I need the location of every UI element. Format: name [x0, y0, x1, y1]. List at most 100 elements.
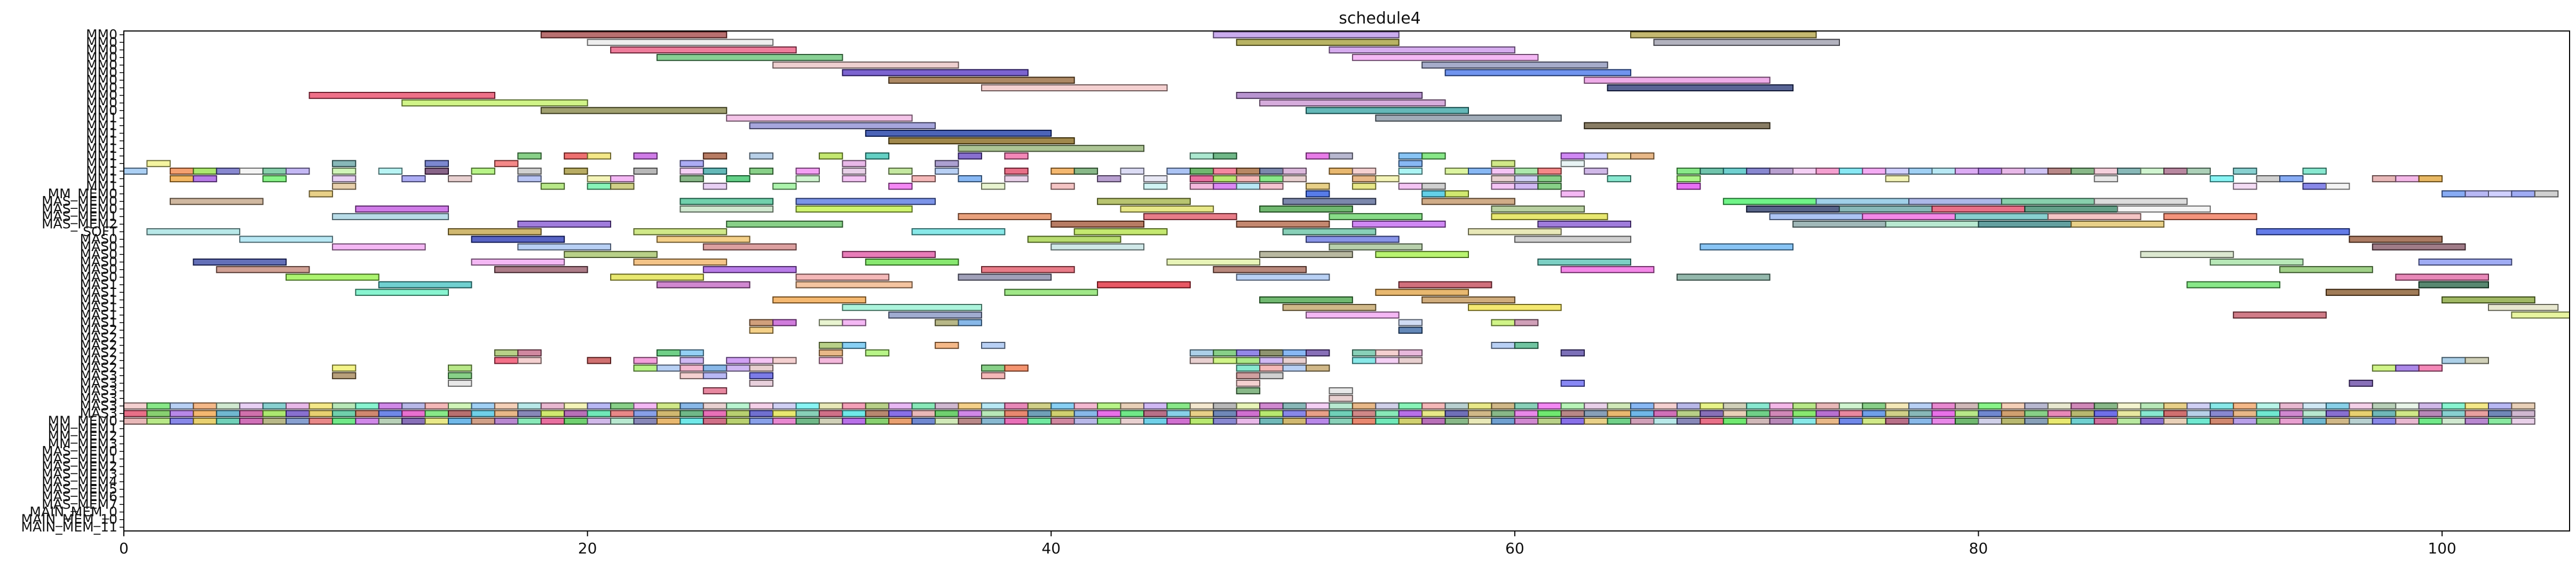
task-bar [1329, 213, 1423, 221]
task-bar [1306, 410, 1330, 417]
task-bar [2071, 410, 2095, 417]
task-bar [865, 349, 890, 357]
task-bar [1143, 402, 1168, 410]
task-bar [2093, 417, 2119, 425]
task-bar [471, 167, 495, 175]
task-bar [1560, 190, 1585, 198]
task-bar [1491, 342, 1515, 349]
task-bar [749, 410, 773, 417]
task-bar [424, 160, 449, 167]
task-bar [2233, 311, 2327, 319]
task-bar [865, 129, 1052, 137]
task-bar [1027, 410, 1052, 417]
task-bar [2372, 175, 2397, 183]
row-label: MM0 [86, 95, 117, 111]
row-label: MM1 [86, 148, 117, 163]
task-bar [1491, 175, 1515, 183]
task-bar [1352, 410, 1377, 417]
task-bar [1792, 221, 1886, 228]
task-bar [216, 417, 241, 425]
task-bar [1213, 402, 1237, 410]
row-label: MM1 [86, 110, 117, 126]
task-bar [1537, 221, 1632, 228]
task-bar [1282, 198, 1377, 205]
task-bar [401, 175, 426, 183]
task-bar [1746, 205, 1840, 213]
task-bar [1352, 167, 1377, 175]
task-bar [1421, 61, 1608, 69]
task-bar [1491, 205, 1585, 213]
task-bar [888, 410, 913, 417]
task-bar [1282, 357, 1307, 364]
task-bar [1375, 114, 1562, 122]
task-bar [842, 175, 866, 183]
task-bar [494, 160, 519, 167]
task-bar [146, 402, 171, 410]
task-bar [772, 410, 797, 417]
task-bar [331, 402, 357, 410]
task-bar [702, 152, 728, 160]
task-bar [633, 357, 658, 364]
task-bar [1908, 167, 1933, 175]
task-bar [1050, 167, 1075, 175]
task-bar [1560, 417, 1585, 425]
task-bar [842, 167, 866, 175]
task-bar [1862, 410, 1886, 417]
task-bar [633, 410, 658, 417]
task-bar [1306, 236, 1400, 243]
task-bar [2349, 402, 2373, 410]
task-bar [2186, 167, 2211, 175]
task-bar [702, 417, 728, 425]
row-label: MM0 [86, 72, 117, 88]
task-bar [1537, 402, 1562, 410]
task-bar [1027, 417, 1052, 425]
task-bar [1236, 349, 1261, 357]
task-bar [958, 402, 982, 410]
task-bar [146, 410, 171, 417]
task-bar [1722, 167, 1748, 175]
row-label: MM0 [86, 42, 117, 57]
task-bar [1398, 152, 1423, 160]
task-bar [1259, 167, 1284, 175]
task-bar [587, 38, 774, 46]
task-bar [1004, 288, 1099, 296]
task-bar [1306, 417, 1330, 425]
task-bar [1143, 213, 1237, 221]
task-bar [1700, 243, 1794, 251]
task-bar [2302, 402, 2327, 410]
task-bar [1746, 167, 1771, 175]
task-bar [1166, 259, 1261, 266]
task-bar [2441, 296, 2535, 304]
row-label: MM0 [86, 50, 117, 65]
row-label: MAS0 [80, 239, 117, 254]
task-bar [679, 160, 704, 167]
task-bar [2047, 402, 2072, 410]
task-bar [1676, 417, 1701, 425]
task-bar [772, 183, 797, 190]
task-bar [1352, 175, 1377, 183]
task-bar [564, 152, 588, 160]
task-bar [355, 417, 380, 425]
x-axis: 0 20 40 60 80 100 [119, 531, 2456, 557]
task-bar [286, 273, 380, 281]
row-label: MAS_MEM0 [42, 193, 117, 209]
task-bar [517, 152, 542, 160]
task-bar [1769, 213, 1863, 221]
task-bar [1607, 84, 1794, 92]
task-bar [2418, 410, 2443, 417]
row-label: MAS_MEM1 [42, 208, 117, 224]
task-bar [1236, 273, 1330, 281]
task-bar [2511, 417, 2535, 425]
task-bar [1722, 198, 1817, 205]
task-bar [1282, 228, 1377, 236]
task-bar [1537, 410, 1562, 417]
task-bar [262, 410, 287, 417]
task-bar [123, 410, 148, 417]
task-bar [1885, 402, 1910, 410]
task-bar [1398, 160, 1423, 167]
task-bar [1027, 402, 1052, 410]
task-bar [2395, 402, 2420, 410]
task-bar [1537, 259, 1632, 266]
task-bar [2233, 417, 2257, 425]
task-bar [1514, 183, 1539, 190]
